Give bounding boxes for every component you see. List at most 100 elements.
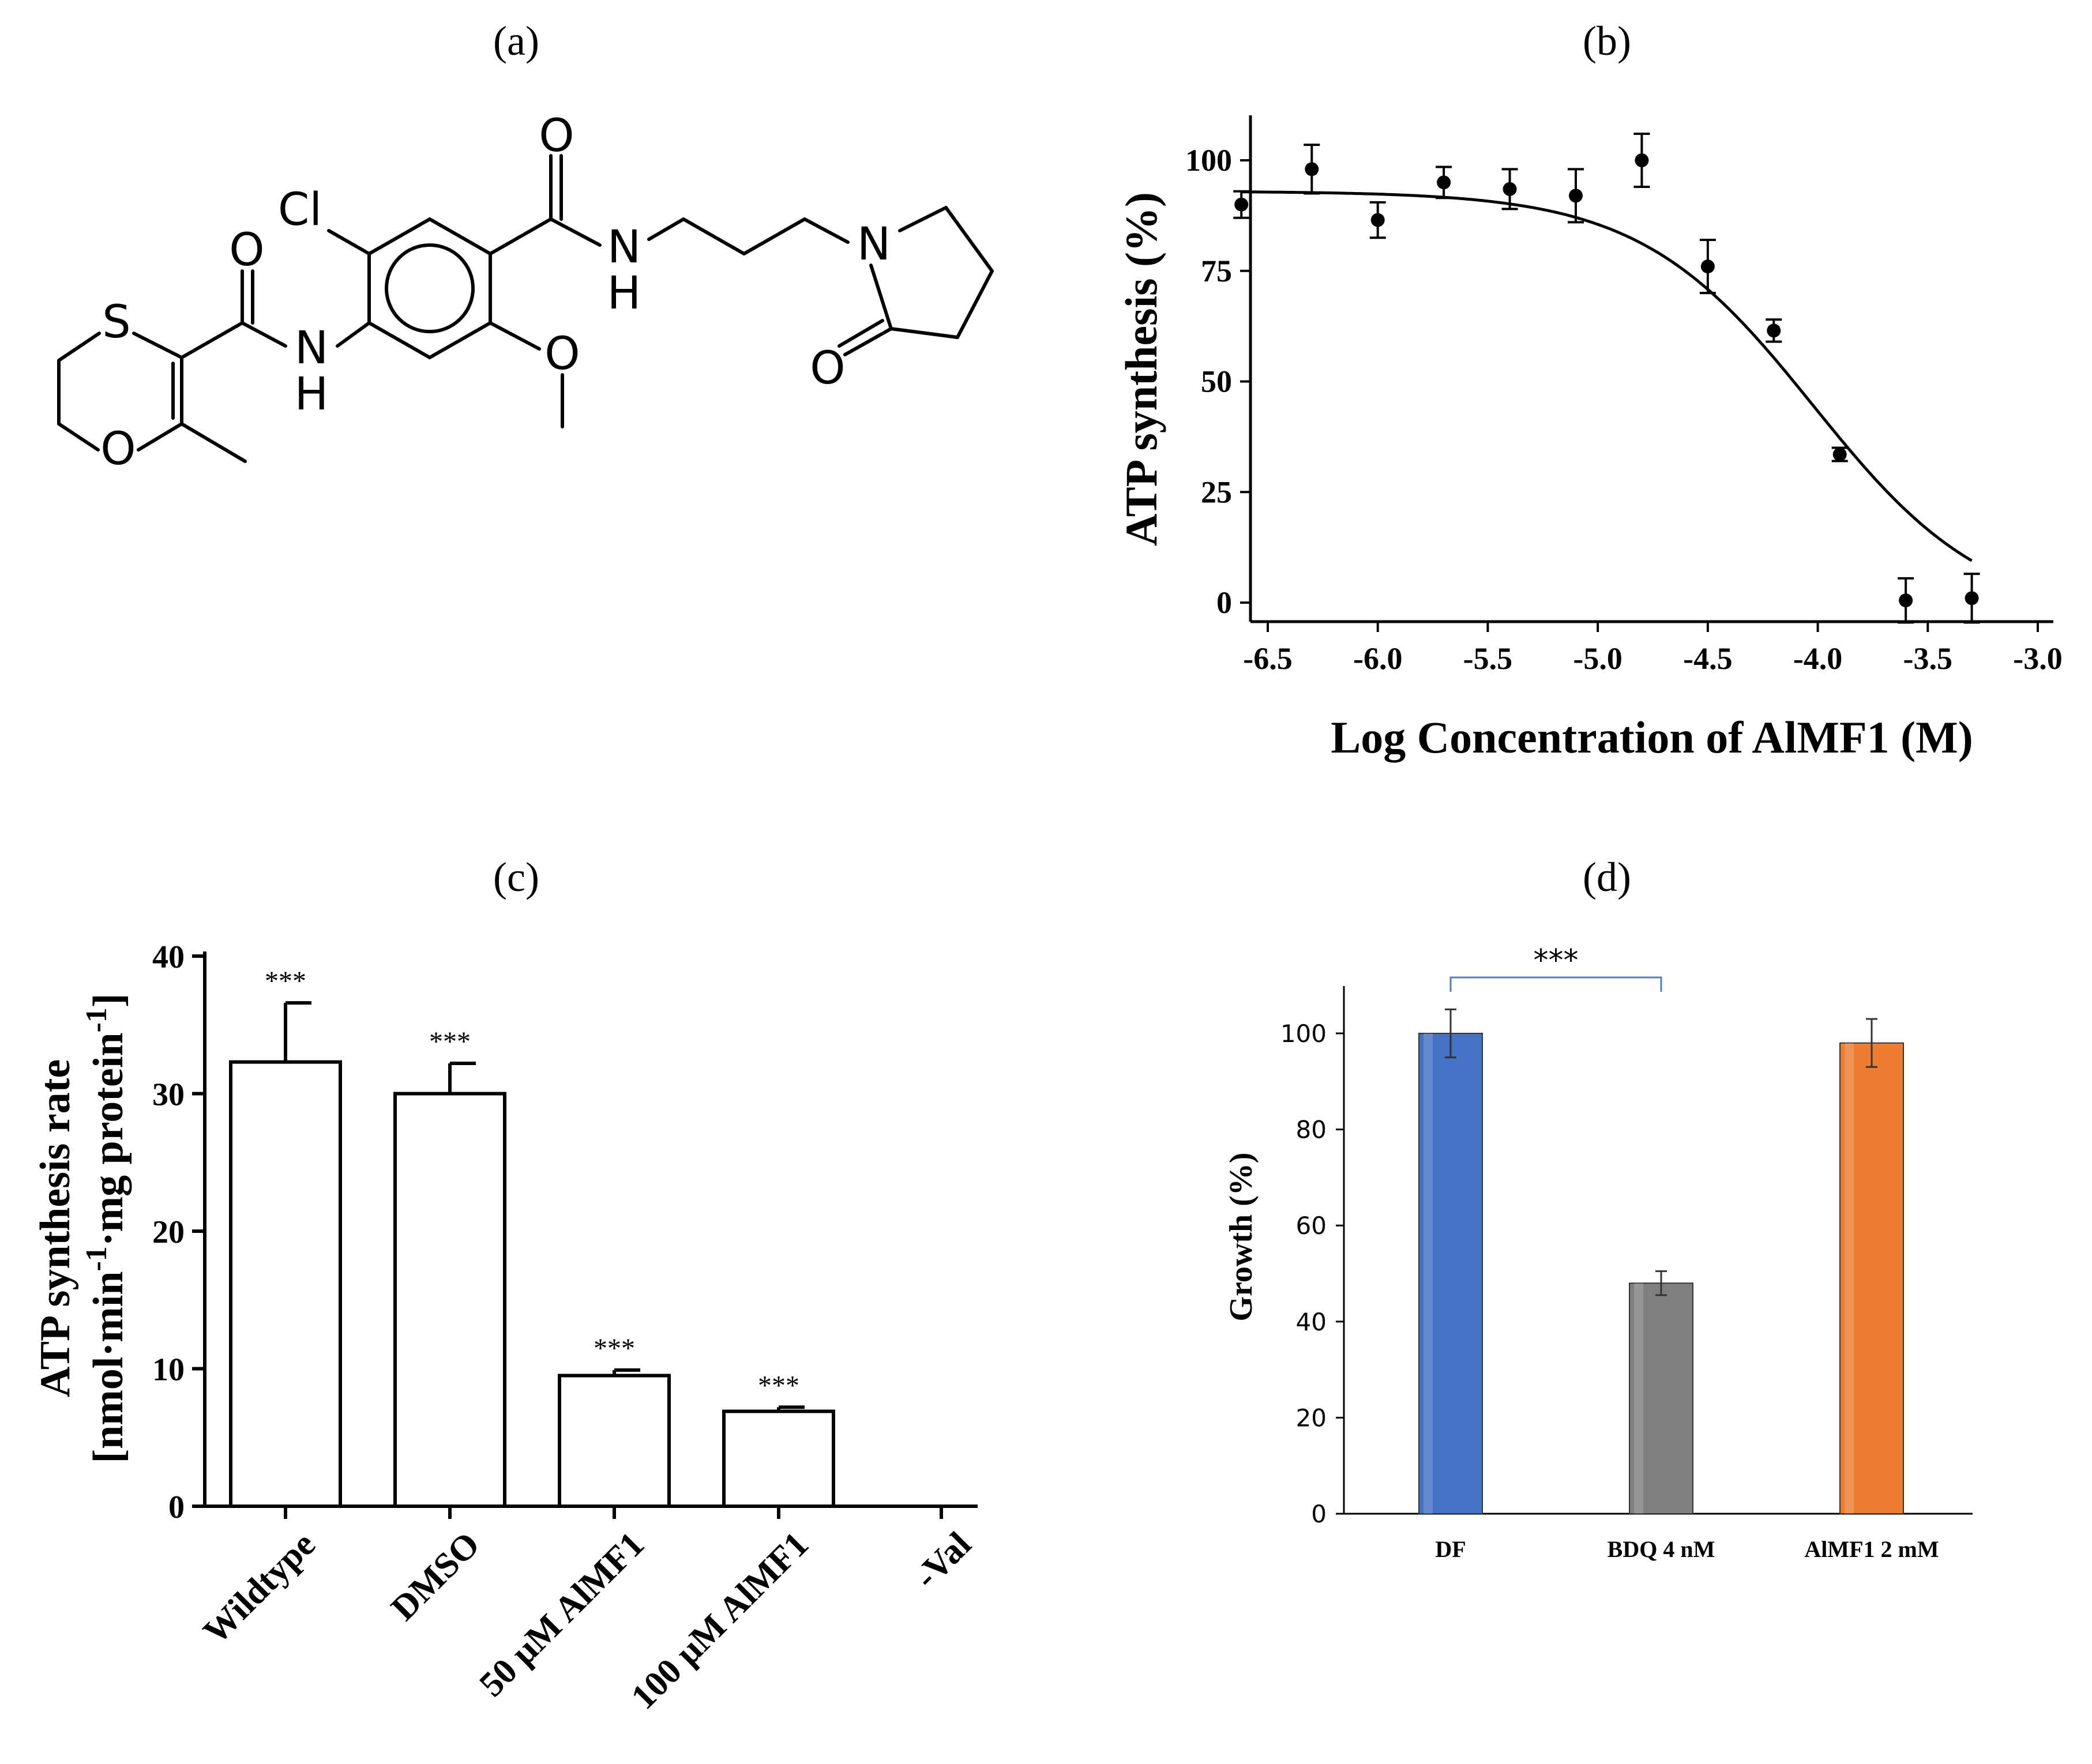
d-y-tick-label: 80 (1296, 1116, 1327, 1144)
c-ylabel-part: [nmol·min (85, 1271, 132, 1463)
panel-label-c: (c) (493, 854, 539, 900)
d-y-tick-label: 60 (1296, 1212, 1327, 1240)
b-x-tick-label: -3.5 (1903, 641, 1952, 676)
c-bar (722, 1409, 835, 1509)
bond (132, 332, 183, 359)
atom-n-amide1: N (295, 322, 328, 374)
c-significance-mark: *** (265, 966, 306, 996)
d-bar-highlight (1845, 1043, 1854, 1514)
bond (137, 422, 183, 452)
bond (843, 327, 893, 356)
c-ticks: 0 10 20 30 40 (152, 939, 943, 1525)
atom-n-pyrrolidinone: N (857, 219, 891, 270)
panel-label-b: (b) (1583, 18, 1631, 64)
c-y-axis-label-line1: ATP synthesis rate (32, 1059, 79, 1398)
c-y-tick-label: 10 (152, 1352, 185, 1388)
c-significance-mark: *** (429, 1026, 471, 1057)
b-data-point (1305, 162, 1319, 176)
b-data-point (1503, 182, 1517, 196)
b-x-tick-label: -5.0 (1573, 641, 1622, 676)
atom-o-amide2: O (539, 110, 574, 162)
atom-o-amide1: O (229, 224, 264, 276)
d-bar (1629, 1282, 1693, 1514)
bond (837, 319, 884, 348)
b-ticks: -6.5 -6.0 -5.5 -5.0 -4.5 -4.0 -3.5 -3.0 0 25 50 75 1… (1185, 143, 2063, 676)
d-significance-bracket (1449, 976, 1662, 992)
c-significance-mark: *** (758, 1370, 799, 1401)
bond (489, 321, 541, 351)
c-bar (393, 1092, 506, 1508)
bond (647, 217, 685, 241)
b-data-point (1437, 175, 1451, 190)
c-ylabel-part: ] (85, 993, 132, 1007)
b-data-point (1832, 447, 1847, 462)
d-y-tick-label: 20 (1296, 1404, 1327, 1432)
aromatic-circle (385, 243, 475, 333)
b-data-point (1234, 197, 1249, 212)
b-data-point (1899, 593, 1913, 608)
chart-b: -6.5 -6.0 -5.5 -5.0 -4.5 -4.0 -3.5 -3.0 0 25 50 75 1… (1116, 115, 2063, 762)
c-y-tick-label: 30 (152, 1077, 185, 1113)
b-data-point (1635, 153, 1649, 167)
c-category-label: DMSO (384, 1525, 487, 1628)
d-ticks: 0 20 40 60 80 100 (1280, 1020, 1344, 1528)
bond (956, 269, 994, 339)
d-bars: DF BDQ 4 nM AlMF1 2 mM *** (1418, 943, 1939, 1562)
atom-s: S (102, 296, 131, 348)
bond (803, 217, 850, 244)
bond (57, 332, 101, 362)
bond (944, 206, 994, 273)
bond (336, 321, 371, 348)
chart-d: 0 20 40 60 80 100 DF BDQ 4 nM AlMF1 2 mM *** Gro… (1223, 943, 1973, 1562)
bond (898, 206, 948, 232)
bond (180, 321, 244, 359)
atom-n-amide2: N (607, 221, 641, 273)
d-category-label: BDQ 4 nM (1608, 1536, 1715, 1562)
d-bar-highlight (1424, 1033, 1433, 1514)
c-y-tick-label: 0 (168, 1490, 185, 1525)
c-bar (558, 1374, 671, 1509)
bond (742, 217, 806, 255)
d-category-label: AlMF1 2 mM (1804, 1536, 1939, 1562)
c-bar (229, 1060, 342, 1508)
bond (889, 327, 959, 339)
b-data-point (1700, 259, 1715, 274)
panel-label-a: (a) (493, 18, 539, 64)
b-x-tick-label: -4.5 (1683, 641, 1732, 676)
b-data-point (1370, 213, 1385, 227)
c-y-tick-label: 40 (152, 939, 185, 975)
bond (549, 217, 602, 247)
b-points (1233, 132, 1980, 624)
b-x-tick-label: -5.5 (1463, 641, 1512, 676)
chemical-structure (57, 154, 994, 463)
d-y-tick-label: 40 (1296, 1308, 1327, 1336)
c-ylabel-sup: -1 (80, 1246, 113, 1271)
bond (327, 229, 371, 255)
b-y-tick-label: 50 (1201, 364, 1232, 399)
atom-labels: Cl S O O N H O N H O N O (100, 110, 891, 475)
chart-c: 0 10 20 30 40 *** Wildtype *** DMSO *** 50 μM AlM… (32, 939, 979, 1717)
c-category-label: 50 μM AlMF1 (472, 1525, 652, 1705)
atom-h-amide2: H (607, 268, 641, 319)
c-y-axis-label-line2: [nmol·min-1·mg protein-1] (80, 993, 132, 1463)
d-y-tick-label: 100 (1280, 1020, 1327, 1048)
b-data-point (1965, 591, 1979, 605)
b-y-tick-label: 25 (1201, 475, 1232, 509)
bond (682, 217, 746, 255)
d-significance-mark: *** (1534, 943, 1579, 978)
c-y-tick-label: 20 (152, 1214, 185, 1250)
c-ylabel-sup: -1 (80, 1007, 113, 1032)
b-y-tick-label: 0 (1216, 585, 1232, 620)
bond (869, 264, 893, 330)
c-category-label: Wildtype (196, 1525, 323, 1652)
d-category-label: DF (1435, 1536, 1466, 1562)
b-x-tick-label: -4.0 (1793, 641, 1842, 676)
atom-o-methoxy: O (544, 328, 580, 380)
b-data-point (1767, 324, 1781, 338)
b-x-axis-label: Log Concentration of AlMF1 (M) (1331, 712, 1973, 762)
atom-h-amide1: H (295, 368, 329, 420)
d-bar-highlight (1634, 1283, 1643, 1514)
b-x-tick-label: -6.5 (1243, 641, 1292, 676)
b-y-axis-label: ATP synthesis (%) (1116, 192, 1166, 546)
